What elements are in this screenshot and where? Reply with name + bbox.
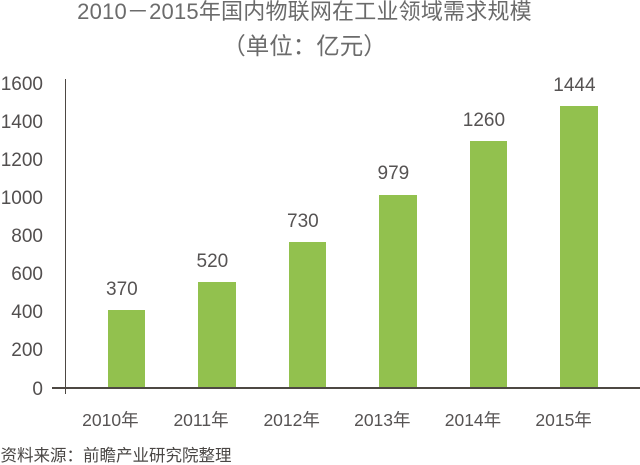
source-note: 资料来源：前瞻产业研究院整理 bbox=[0, 447, 232, 465]
bar-value-label: 730 bbox=[287, 210, 319, 232]
y-axis-label: 200 bbox=[11, 340, 43, 362]
x-axis-label: 2014年 bbox=[444, 409, 502, 430]
x-axis-label: 2013年 bbox=[354, 409, 411, 430]
bar-2012年 bbox=[288, 241, 327, 388]
y-axis-line bbox=[64, 79, 67, 394]
x-axis-label: 2012年 bbox=[263, 409, 320, 430]
bar-2014年 bbox=[469, 141, 508, 388]
bar-2013年 bbox=[379, 194, 417, 388]
chart-title: 2010－2015年国内物联网在工业领域需求规模 bbox=[77, 0, 532, 24]
chart-subtitle: （单位：亿元） bbox=[222, 33, 387, 59]
y-axis-label: 0 bbox=[32, 378, 43, 400]
x-axis-label: 2015年 bbox=[535, 409, 592, 430]
bar-2011年 bbox=[198, 281, 236, 388]
bar-2010年 bbox=[107, 310, 146, 388]
bar-value-label: 520 bbox=[196, 250, 229, 272]
bar-2015年 bbox=[560, 106, 598, 388]
y-axis-label: 1400 bbox=[0, 112, 43, 133]
y-axis-label: 1200 bbox=[0, 150, 43, 172]
y-axis-label: 600 bbox=[11, 264, 43, 286]
x-axis-line bbox=[52, 387, 640, 389]
y-axis-label: 1000 bbox=[0, 188, 43, 210]
bar-value-label: 1260 bbox=[462, 110, 506, 132]
y-axis-label: 1600 bbox=[0, 73, 43, 95]
y-axis-label: 400 bbox=[11, 302, 43, 324]
bar-value-label: 979 bbox=[377, 163, 410, 185]
bar-value-label: 1444 bbox=[553, 75, 596, 97]
x-axis-label: 2010年 bbox=[82, 409, 139, 430]
x-axis-label: 2011年 bbox=[173, 409, 229, 430]
bar-value-label: 370 bbox=[106, 279, 138, 301]
y-axis-label: 800 bbox=[11, 226, 43, 248]
